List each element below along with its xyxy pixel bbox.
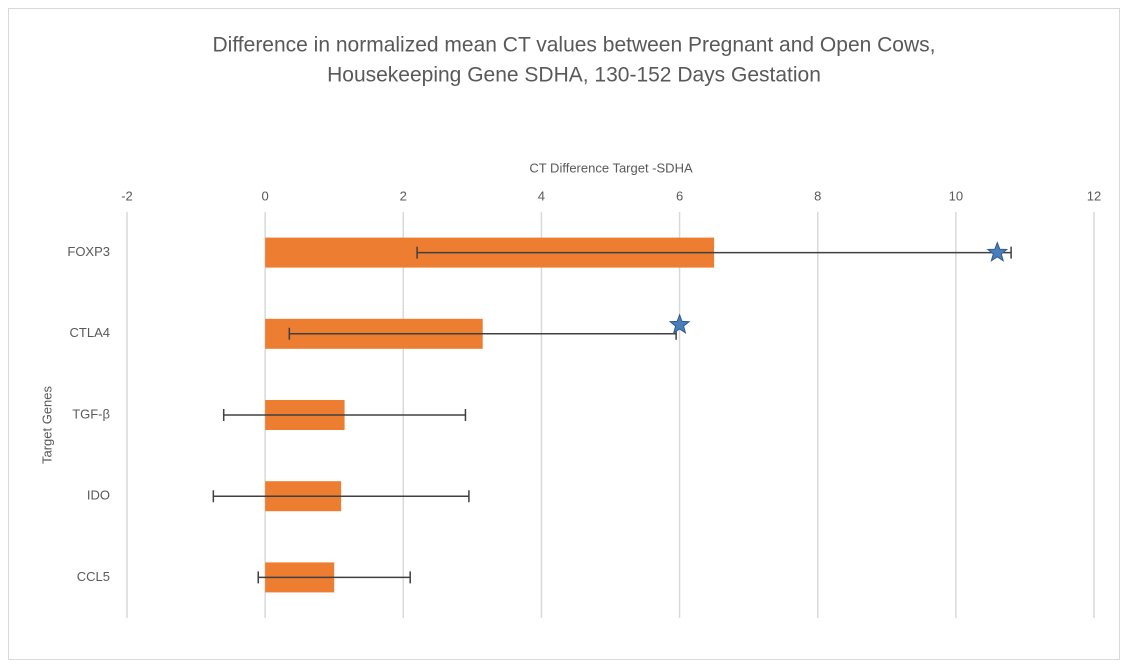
y-tick-label: CTLA4: [70, 325, 110, 340]
y-tick-label: CCL5: [77, 569, 110, 584]
significance-star: [668, 313, 691, 335]
x-tick-label: 0: [262, 188, 269, 203]
y-tick-label: TGF-β: [72, 406, 110, 421]
x-tick-label: 8: [814, 188, 821, 203]
error-bar: [222, 409, 467, 421]
error-bar: [257, 571, 411, 584]
y-axis-title: Target Genes: [39, 385, 54, 464]
chart-title: Housekeeping Gene SDHA, 130-152 Days Ges…: [327, 64, 821, 87]
x-axis-title: CT Difference Target -SDHA: [529, 160, 693, 175]
x-tick-label: 6: [676, 188, 683, 203]
x-tick-label: 10: [949, 188, 963, 203]
y-tick-label: IDO: [87, 488, 110, 503]
x-tick-label: 4: [538, 188, 545, 203]
error-bar: [416, 246, 1012, 259]
x-tick-label: 12: [1087, 188, 1101, 203]
error-bar: [212, 490, 470, 503]
x-tick-label: -2: [121, 188, 133, 203]
x-tick-label: 2: [400, 188, 407, 203]
significance-star: [986, 241, 1009, 262]
y-tick-label: FOXP3: [67, 244, 110, 259]
chart-title: Difference in normalized mean CT values …: [213, 34, 936, 57]
